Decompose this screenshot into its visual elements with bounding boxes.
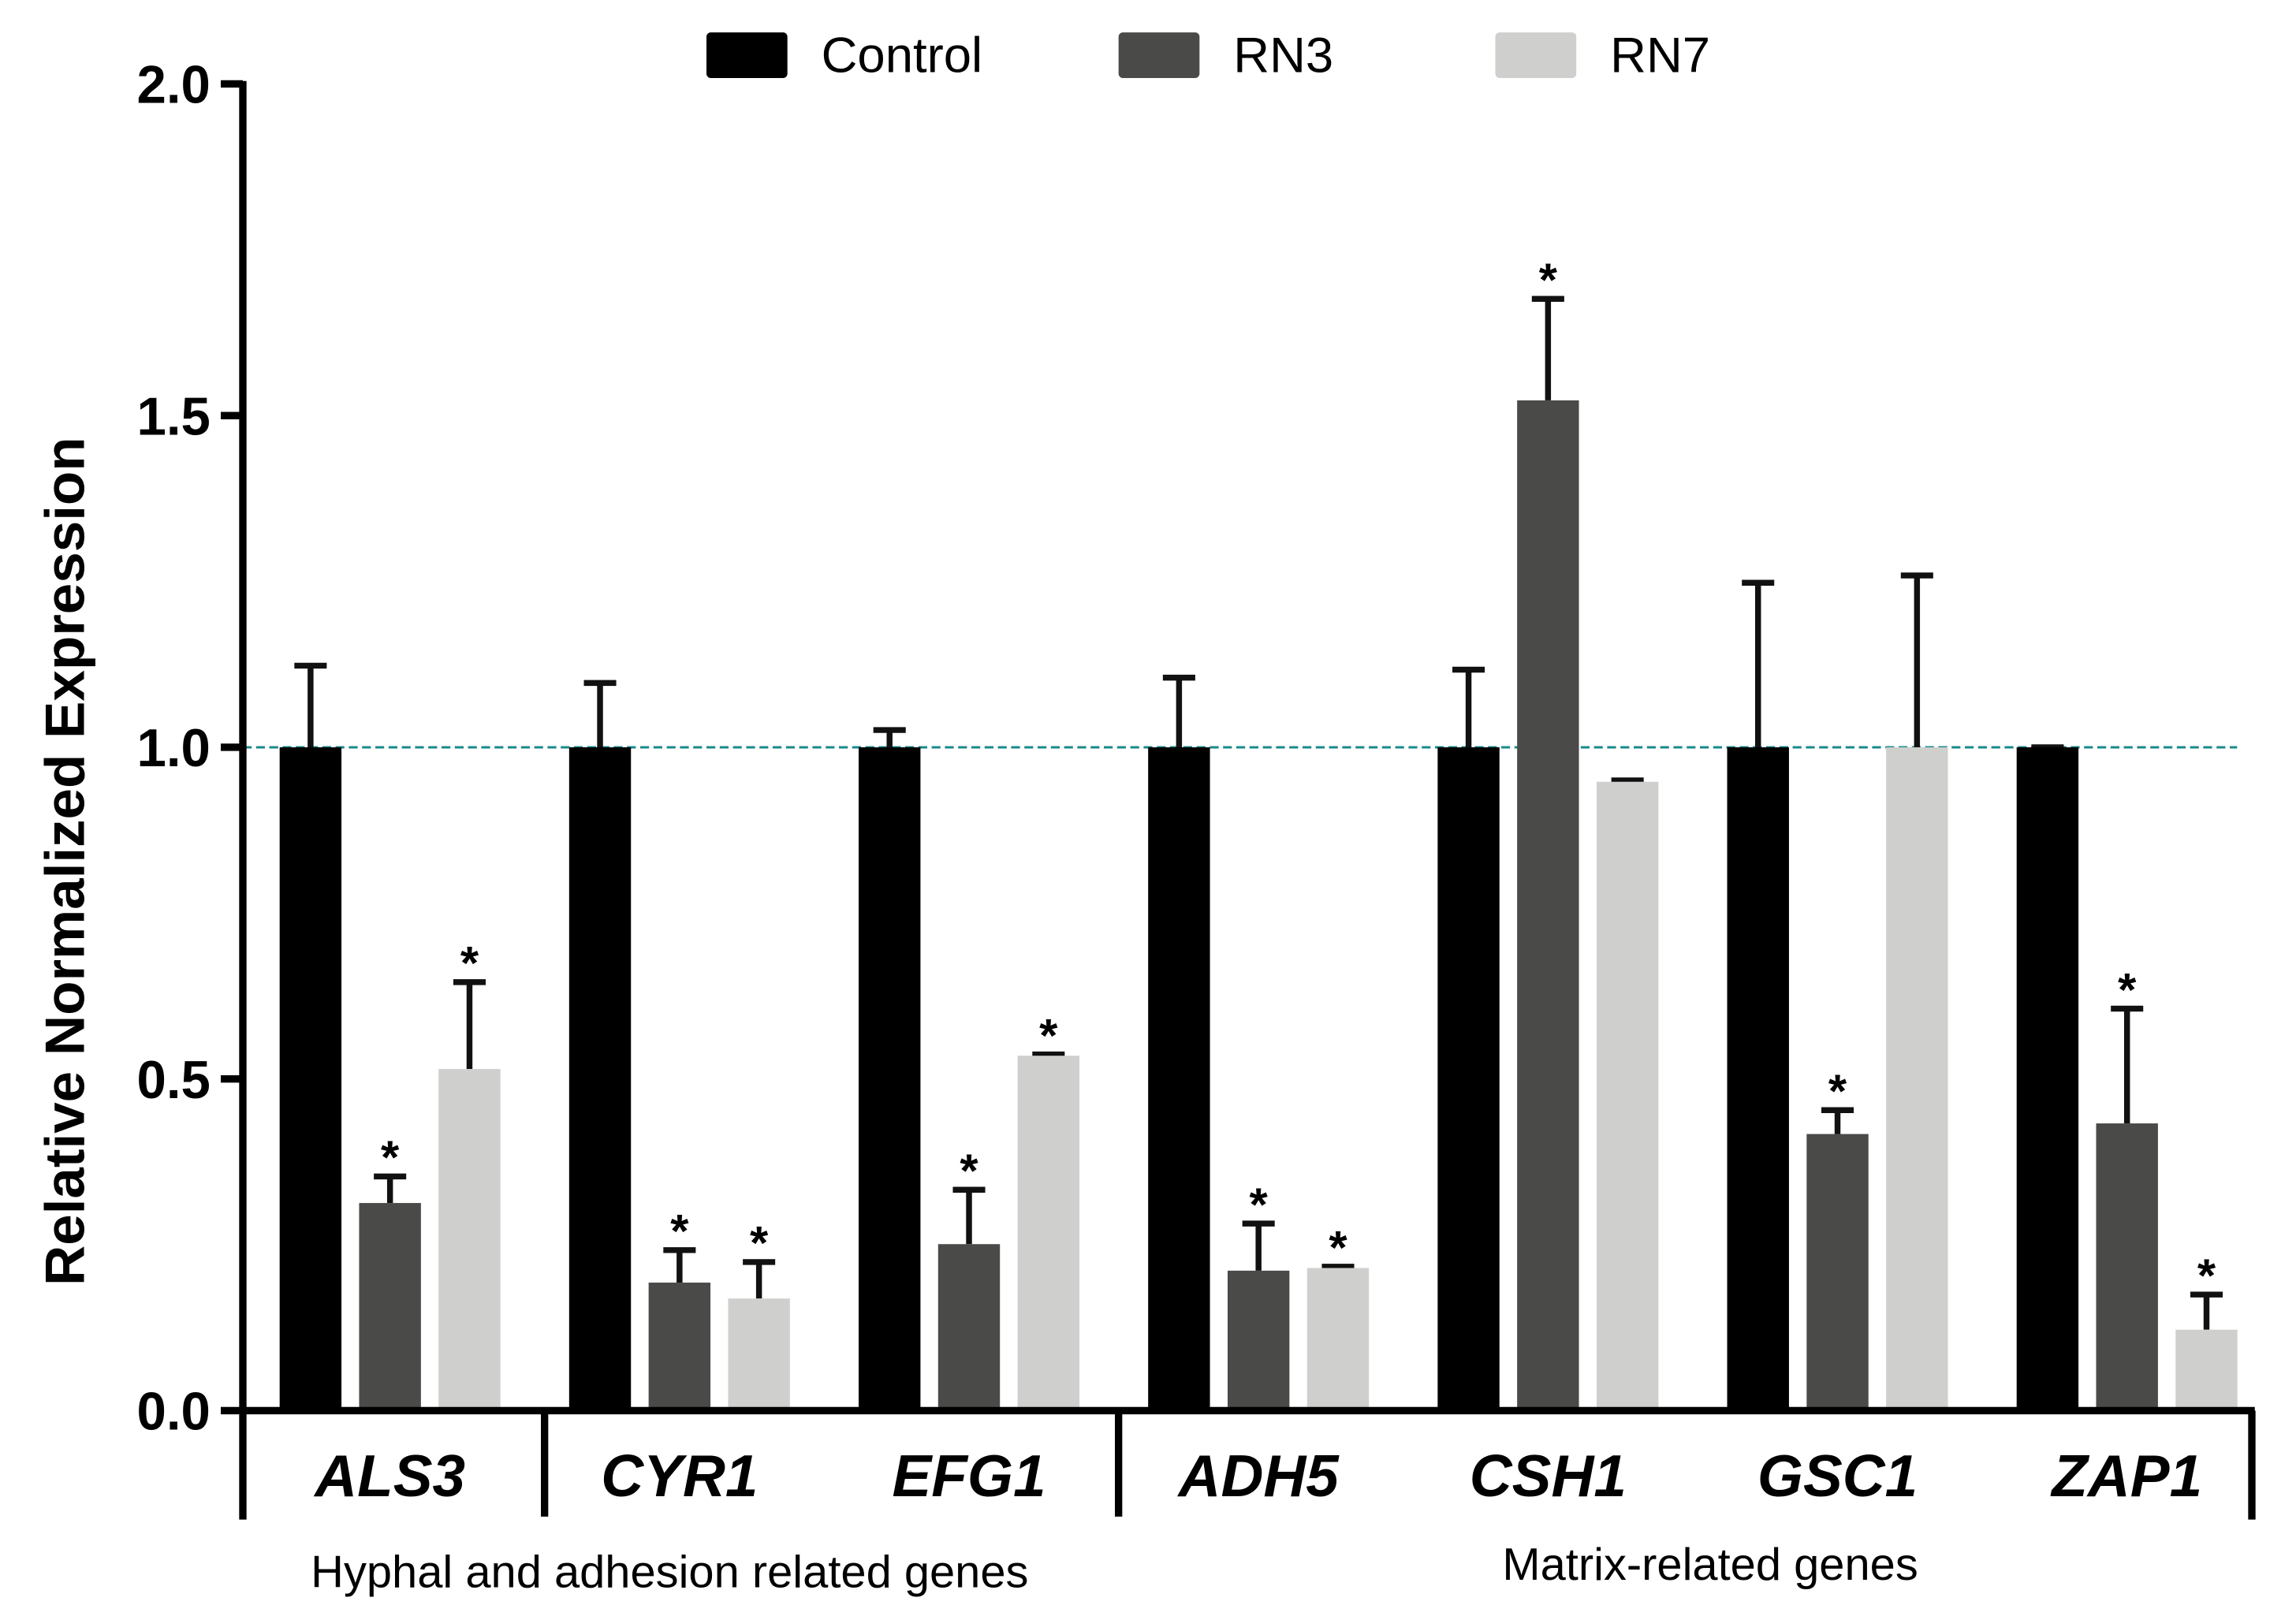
bar-rn3-zap1: [2096, 1123, 2158, 1411]
x-tick-label: ZAP1: [2050, 1443, 2202, 1509]
group-label-hyphal: Hyphal and adhesion related genes: [311, 1547, 1028, 1598]
significance-marker: *: [750, 1216, 769, 1269]
significance-marker: *: [1250, 1178, 1269, 1231]
significance-marker: *: [381, 1131, 400, 1184]
bar-rn7-cyr1: [728, 1298, 790, 1411]
y-tick-label: 0.5: [137, 1051, 211, 1110]
bar-rn3-csh1: [1517, 400, 1579, 1411]
y-axis-label: Relative Normalized Expression: [34, 437, 96, 1286]
bar-control-zap1: [2016, 747, 2079, 1411]
bar-control-als3: [279, 747, 342, 1411]
significance-marker: *: [2118, 963, 2137, 1016]
bar-rn7-efg1: [1017, 1056, 1080, 1411]
bar-rn7-als3: [438, 1069, 501, 1411]
bar-control-adh5: [1148, 747, 1210, 1411]
legend-label-control: Control: [822, 28, 983, 84]
significance-marker: *: [1828, 1064, 1847, 1117]
legend-label-rn7: RN7: [1610, 28, 1710, 84]
x-tick-label: CYR1: [601, 1443, 758, 1509]
x-tick-label: CSH1: [1470, 1443, 1627, 1509]
significance-marker: *: [1039, 1009, 1058, 1062]
bars: * * * * * * * * * * * *: [279, 253, 2238, 1411]
bar-control-gsc1: [1727, 747, 1789, 1411]
bar-rn3-als3: [359, 1203, 421, 1411]
bar-rn7-adh5: [1306, 1268, 1370, 1411]
x-tick-label: ADH5: [1177, 1443, 1340, 1509]
bar-rn7-csh1: [1596, 781, 1659, 1411]
y-tick-label: 0.0: [137, 1383, 211, 1442]
bar-control-cyr1: [568, 747, 632, 1411]
y-tick-label: 1.0: [137, 719, 211, 778]
bar-rn7-gsc1: [1886, 747, 1948, 1411]
bar-control-csh1: [1437, 747, 1500, 1411]
bar-control-efg1: [859, 747, 921, 1411]
legend: Control RN3 RN7: [706, 28, 1710, 84]
bar-rn7-zap1: [2175, 1329, 2238, 1411]
bar-rn3-adh5: [1227, 1270, 1290, 1411]
x-tick-labels: ALS3 CYR1 EFG1 ADH5 CSH1 GSC1 ZAP1: [313, 1443, 2202, 1509]
group-label-matrix: Matrix-related genes: [1502, 1540, 1918, 1590]
x-tick-label: GSC1: [1757, 1443, 1918, 1509]
legend-swatch-rn3: [1118, 32, 1200, 78]
bar-rn3-gsc1: [1806, 1134, 1869, 1411]
y-tick-label: 2.0: [137, 56, 211, 115]
y-tick-label: 1.5: [137, 387, 211, 446]
legend-swatch-rn7: [1495, 32, 1577, 78]
significance-marker: *: [960, 1144, 978, 1197]
significance-marker: *: [1539, 253, 1558, 306]
legend-label-rn3: RN3: [1233, 28, 1333, 84]
significance-marker: *: [670, 1205, 689, 1257]
bar-rn3-efg1: [937, 1244, 1001, 1411]
significance-marker: *: [1329, 1221, 1347, 1274]
x-tick-label: EFG1: [893, 1443, 1046, 1509]
bar-rn3-cyr1: [648, 1283, 711, 1411]
significance-marker: *: [2197, 1249, 2216, 1302]
y-ticks: 0.0 0.5 1.0 1.5 2.0: [137, 56, 243, 1442]
legend-swatch-control: [706, 32, 788, 78]
significance-marker: *: [460, 937, 479, 989]
x-tick-label: ALS3: [313, 1443, 465, 1509]
